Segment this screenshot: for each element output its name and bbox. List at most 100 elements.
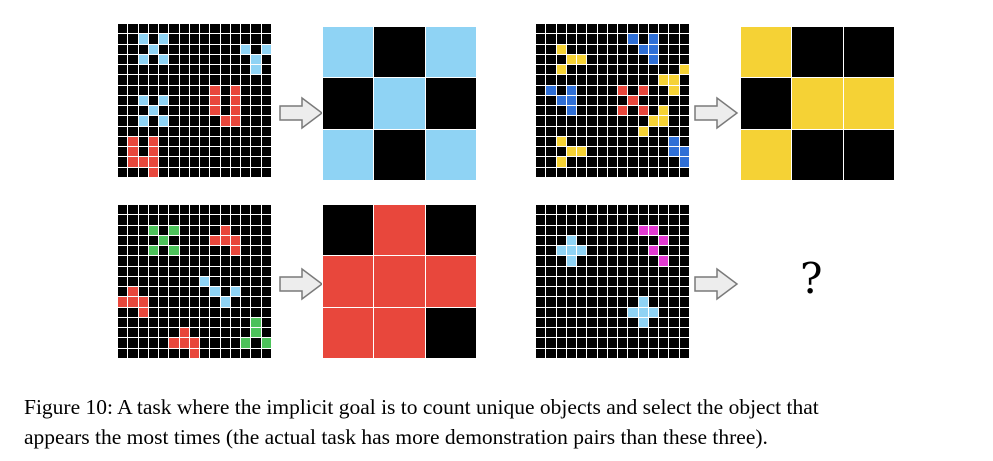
input-cell [556,348,566,358]
input-cell [251,266,261,276]
output-cell [425,256,476,307]
input-cell [566,317,577,328]
input-cell [648,246,659,256]
input-cell [159,116,169,126]
input-cell [638,65,648,75]
input-cell [210,205,220,215]
input-cell [148,24,159,34]
input-cell [148,157,159,167]
input-cell [587,266,597,276]
input-cell [679,246,689,256]
input-cell [230,34,241,44]
input-cell [230,348,241,358]
input-cell [607,54,618,65]
input-cell [148,328,159,338]
input-cell [669,297,679,307]
input-cell [536,44,546,54]
input-cell [138,276,148,287]
input-cell [138,307,148,317]
input-cell [679,297,689,307]
input-cell [220,167,230,177]
input-cell [536,85,546,95]
input-cell [536,167,546,177]
input-cell [200,75,210,85]
input-cell [679,338,689,348]
input-cell [179,205,189,215]
input-cell [261,348,271,358]
input-cell [587,348,597,358]
input-cell [659,215,669,225]
input-cell [566,348,577,358]
input-cell [220,205,230,215]
input-cell [128,136,138,147]
input-cell [148,167,159,177]
input-cell [628,106,638,116]
input-cell [251,235,261,246]
input-cell [138,348,148,358]
unknown-output-question-mark: ? [800,254,823,303]
input-cell [189,225,200,235]
input-cell [251,246,261,256]
input-cell [587,215,597,225]
output-cell [323,307,374,358]
input-cell [618,205,628,215]
input-cell [648,317,659,328]
output-cell [425,78,476,129]
input-cell [230,24,241,34]
input-cell [566,65,577,75]
input-cell [200,256,210,266]
input-cell [261,167,271,177]
input-cell [638,317,648,328]
input-cell [220,256,230,266]
input-cell [261,75,271,85]
input-cell [118,205,128,215]
input-cell [230,147,241,157]
input-cell [230,297,241,307]
input-cell [638,297,648,307]
input-cell [618,157,628,167]
input-cell [251,95,261,106]
input-cell [536,205,546,215]
input-cell [200,136,210,147]
input-cell [241,215,251,225]
input-cell [179,348,189,358]
input-cell [179,136,189,147]
input-cell [261,338,271,348]
input-cell [148,348,159,358]
input-cell [648,75,659,85]
input-cell [138,65,148,75]
input-cell [587,167,597,177]
input-cell [679,116,689,126]
input-cell [251,307,261,317]
input-cell [169,126,179,136]
input-cell [220,116,230,126]
output-cell [374,27,425,78]
input-cell [128,215,138,225]
input-cell [261,328,271,338]
input-cell [546,225,556,235]
input-cell [628,54,638,65]
input-cell [536,317,546,328]
input-cell [577,65,587,75]
input-cell [669,215,679,225]
input-cell [659,126,669,136]
input-cell [241,205,251,215]
input-cell [118,34,128,44]
input-cell [189,126,200,136]
input-cell [638,126,648,136]
input-cell [200,338,210,348]
input-cell [159,276,169,287]
input-cell [556,317,566,328]
input-cell [230,157,241,167]
input-cell [220,246,230,256]
input-cell [587,235,597,246]
input-cell [618,106,628,116]
input-cell [597,235,607,246]
input-cell [159,167,169,177]
input-cell [648,54,659,65]
input-cell [241,116,251,126]
output-cell [843,78,894,129]
input-cell [679,157,689,167]
input-cell [210,287,220,297]
input-cell [618,44,628,54]
